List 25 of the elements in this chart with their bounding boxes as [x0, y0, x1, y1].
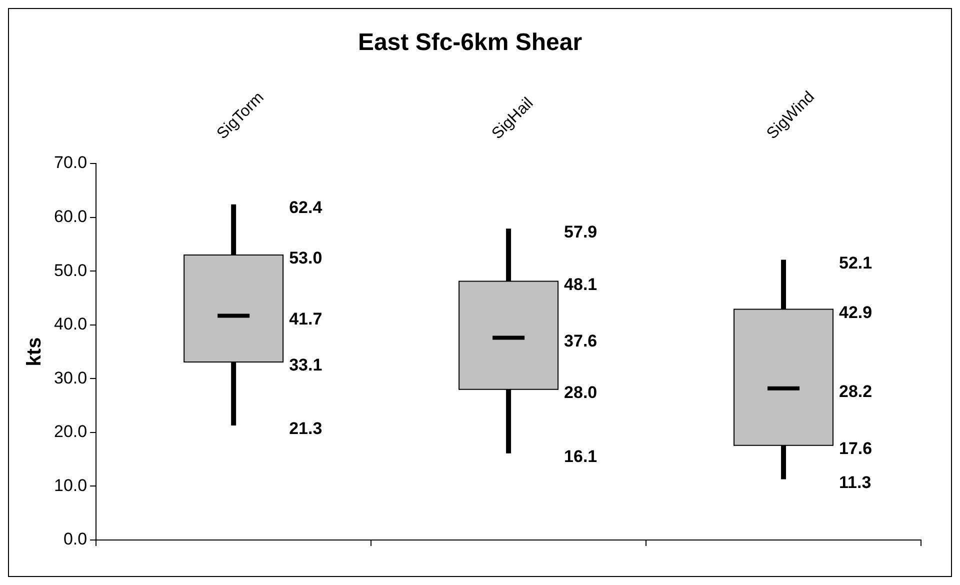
annotation: 48.1: [564, 274, 598, 294]
y-tick-label: 0.0: [63, 530, 88, 549]
y-tick-label: 40.0: [54, 314, 88, 334]
annotation: 28.2: [839, 382, 872, 402]
chart-title: East Sfc-6km Shear: [358, 29, 582, 56]
annotation: 57.9: [564, 222, 598, 242]
annotation: 37.6: [564, 331, 598, 350]
annotation: 28.0: [564, 383, 598, 402]
y-tick-label: 20.0: [54, 422, 88, 442]
annotation: 53.0: [289, 248, 322, 268]
y-tick-label: 60.0: [54, 206, 88, 226]
annotation: 41.7: [289, 309, 322, 328]
annotation: 11.3: [839, 472, 872, 492]
annotation: 52.1: [839, 253, 872, 272]
y-tick-label: 30.0: [54, 368, 88, 388]
annotation: 17.6: [839, 439, 872, 458]
annotation: 42.9: [839, 302, 872, 322]
y-tick-label: 10.0: [54, 476, 88, 495]
y-axis-title: kts: [24, 337, 46, 366]
annotation: 21.3: [289, 419, 322, 438]
y-tick-label: 70.0: [54, 153, 88, 172]
annotation: 16.1: [564, 447, 598, 466]
annotation: 33.1: [289, 356, 322, 375]
annotation: 62.4: [289, 198, 323, 218]
y-tick-label: 50.0: [54, 260, 88, 280]
